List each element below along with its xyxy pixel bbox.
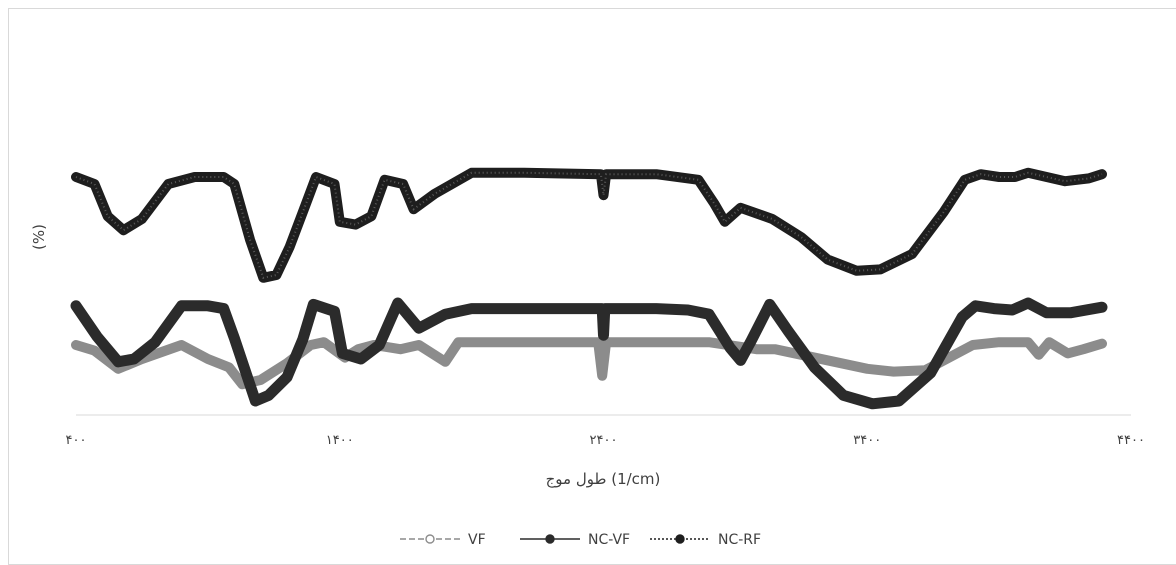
- legend-item-nc-vf: NC-VF: [520, 532, 630, 548]
- legend-label: VF: [468, 532, 486, 548]
- legend-open-circle-icon: [425, 534, 435, 544]
- series-nc-vf: [70, 297, 1108, 410]
- x-tick-label: ۴۰۰: [66, 433, 87, 448]
- legend-item-nc-rf: NC-RF: [650, 532, 761, 548]
- series-line-nc-vf: [70, 297, 1108, 410]
- series-marker-texture: [75, 171, 1103, 279]
- legend-filled-circle-icon: [675, 534, 685, 544]
- legend: VF NC-VF NC-RF: [400, 532, 761, 548]
- y-axis-title: (%): [30, 224, 48, 250]
- x-tick-label: ۱۴۰۰: [326, 433, 354, 448]
- x-tick-label: ۴۴۰۰: [1117, 433, 1145, 448]
- x-tick-label: ۲۴۰۰: [590, 433, 618, 448]
- x-tick-labels: ۴۰۰ ۱۴۰۰ ۲۴۰۰ ۳۴۰۰ ۴۴۰۰: [66, 433, 1145, 448]
- x-tick-label: ۳۴۰۰: [853, 433, 881, 448]
- legend-label: NC-RF: [718, 532, 761, 548]
- x-axis-title: طول موج (1/cm): [546, 470, 661, 489]
- series-line-nc-rf: [71, 167, 1107, 283]
- series-layer: [70, 167, 1108, 410]
- legend-label: NC-VF: [588, 532, 630, 548]
- series-line-vf: [71, 337, 1107, 390]
- legend-filled-circle-icon: [545, 534, 555, 544]
- legend-item-vf: VF: [400, 532, 486, 548]
- series-nc-rf: [71, 167, 1107, 283]
- series-vf: [71, 337, 1107, 390]
